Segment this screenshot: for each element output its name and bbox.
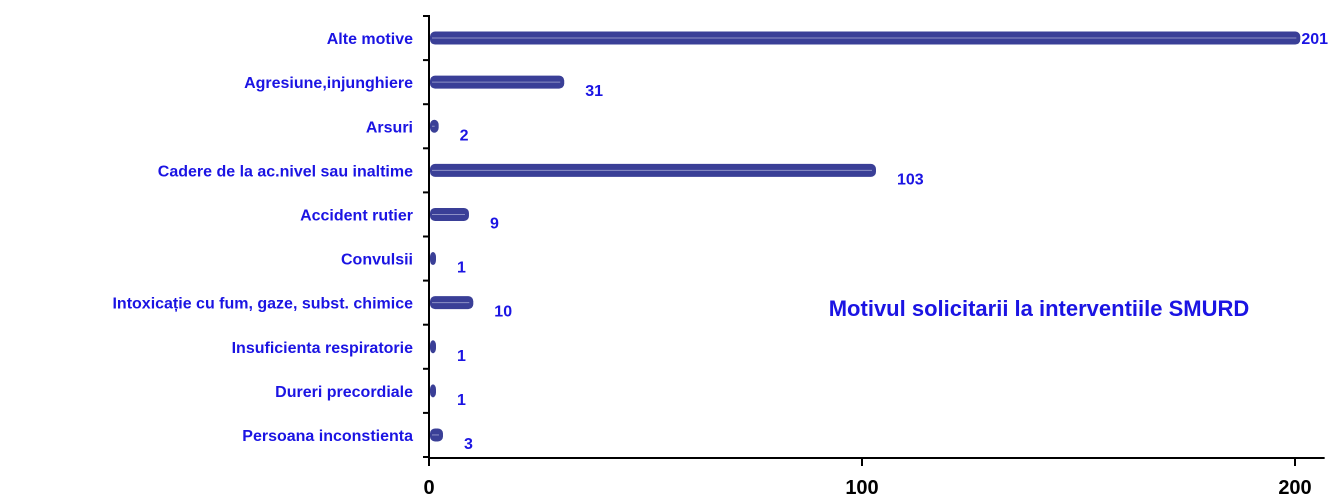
category-label: Convulsii — [341, 252, 413, 269]
value-label: 31 — [585, 83, 603, 100]
x-tick-label: 100 — [845, 477, 878, 499]
chart-title: Motivul solicitarii la interventiile SMU… — [829, 296, 1250, 321]
bar — [430, 384, 436, 398]
category-label: Intoxicație cu fum, gaze, subst. chimice — [112, 296, 413, 313]
category-labels: Alte motive Agresiune,injunghiere Arsuri Ca… — [112, 31, 413, 445]
category-label: Accident rutier — [300, 207, 413, 224]
value-label: 9 — [490, 215, 499, 232]
category-label: Arsuri — [366, 119, 413, 136]
category-label: Cadere de la ac.nivel sau inaltime — [158, 163, 413, 180]
x-axis-ticks: 0 100 200 — [423, 15, 1312, 499]
value-label: 201 — [1301, 31, 1328, 48]
value-label: 1 — [457, 260, 466, 277]
value-label: 3 — [464, 436, 473, 453]
bars — [430, 31, 1301, 442]
bar — [430, 340, 436, 354]
value-labels: 201 31 2 103 9 1 10 1 1 3 — [457, 31, 1328, 453]
value-label: 1 — [457, 348, 466, 365]
x-tick-label: 0 — [423, 477, 434, 499]
category-label: Insuficienta respiratorie — [232, 340, 413, 357]
value-label: 103 — [897, 171, 924, 188]
value-label: 10 — [494, 304, 512, 321]
value-label: 2 — [460, 127, 469, 144]
category-label: Persoana inconstienta — [242, 428, 413, 445]
bar — [430, 252, 436, 266]
x-tick-label: 200 — [1278, 477, 1311, 499]
value-label: 1 — [457, 392, 466, 409]
category-label: Dureri precordiale — [275, 384, 413, 401]
category-label: Alte motive — [327, 31, 413, 48]
category-label: Agresiune,injunghiere — [244, 75, 413, 92]
